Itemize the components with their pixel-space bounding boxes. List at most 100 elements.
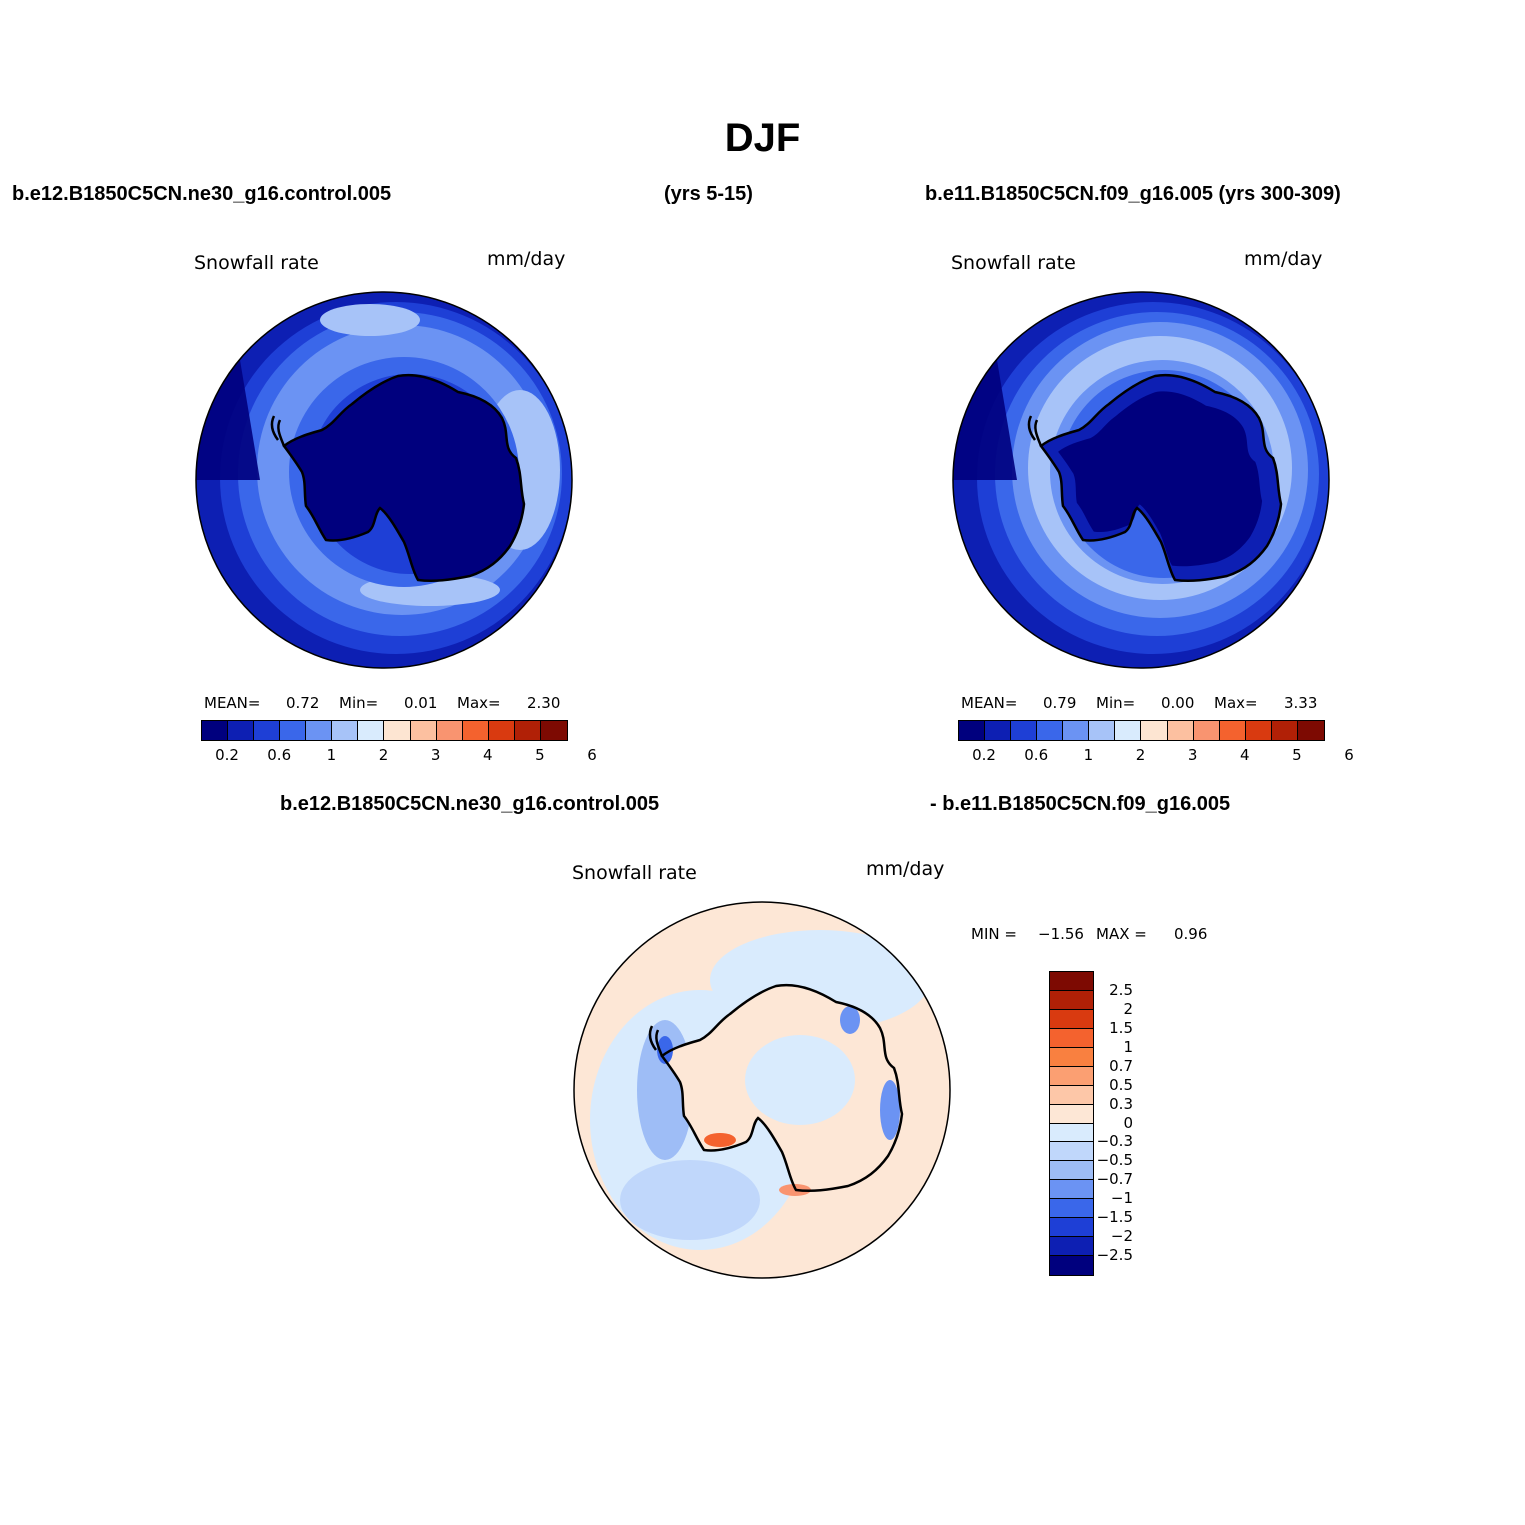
colorbar-swatch <box>1050 1104 1093 1124</box>
colorbar-tick-label: −1.5 <box>1096 1208 1133 1227</box>
colorbar-swatch <box>1219 721 1246 740</box>
colorbar-swatch <box>1050 1218 1093 1238</box>
colorbar-swatch <box>280 721 307 740</box>
left-mean-value: 0.72 <box>286 694 320 712</box>
colorbar-tick-label: 1 <box>1083 746 1094 764</box>
diff-units-label: mm/day <box>866 858 945 880</box>
right-units-label: mm/day <box>1244 248 1323 270</box>
colorbar-swatch <box>1050 1256 1093 1275</box>
colorbar-tick-label: 2 <box>1135 746 1146 764</box>
colorbar-tick-label: 0.2 <box>972 746 996 764</box>
diff-colorbar <box>1049 971 1094 1276</box>
colorbar-swatch <box>1050 1123 1093 1143</box>
colorbar-tick-label: 5 <box>1292 746 1302 764</box>
diff-min-value: −1.56 <box>1038 925 1084 943</box>
colorbar-tick-label: 1 <box>326 746 337 764</box>
colorbar-tick-label: 2.5 <box>1109 980 1133 999</box>
colorbar-swatch <box>959 721 986 740</box>
figure-title: DJF <box>724 116 801 160</box>
colorbar-swatch <box>1050 1028 1093 1048</box>
colorbar-swatch <box>1050 1047 1093 1067</box>
right-map <box>953 292 1329 668</box>
colorbar-swatch <box>254 721 281 740</box>
case1-years: (yrs 5-15) <box>664 183 753 205</box>
diff-min-label: MIN = <box>971 925 1017 943</box>
colorbar-swatch <box>1089 721 1116 740</box>
colorbar-swatch <box>488 721 515 740</box>
colorbar-swatch <box>1050 1009 1093 1029</box>
colorbar-tick-label: 0.6 <box>1024 746 1049 764</box>
colorbar-swatch <box>540 721 567 740</box>
colorbar-swatch <box>1063 721 1090 740</box>
colorbar-swatch <box>384 721 411 740</box>
colorbar-swatch <box>1050 1199 1093 1219</box>
colorbar-tick-label: 1 <box>1123 1037 1133 1056</box>
left-max-label: Max= <box>457 694 501 712</box>
colorbar-swatch <box>1167 721 1194 740</box>
colorbar-tick-label: 0.6 <box>267 746 292 764</box>
left-max-value: 2.30 <box>527 694 561 712</box>
left-map-border <box>195 291 573 669</box>
colorbar-tick-label: 0.3 <box>1109 1094 1133 1113</box>
diff-max-label: MAX = <box>1096 925 1147 943</box>
colorbar-swatch <box>228 721 255 740</box>
colorbar-swatch <box>1050 1161 1093 1181</box>
colorbar-swatch <box>1193 721 1220 740</box>
colorbar-tick-label: −0.5 <box>1096 1151 1133 1170</box>
right-max-value: 3.33 <box>1284 694 1318 712</box>
right-mean-label: MEAN= <box>961 694 1018 712</box>
right-mean-value: 0.79 <box>1043 694 1077 712</box>
colorbar-swatch <box>1050 972 1093 991</box>
colorbar-swatch <box>1050 1066 1093 1086</box>
colorbar-tick-label: 4 <box>483 746 493 764</box>
colorbar-swatch <box>332 721 359 740</box>
colorbar-swatch <box>1271 721 1298 740</box>
colorbar-tick-label: 0.2 <box>215 746 239 764</box>
left-units-label: mm/day <box>487 248 566 270</box>
colorbar-tick-label: 5 <box>535 746 545 764</box>
colorbar-tick-label: 4 <box>1240 746 1250 764</box>
colorbar-tick-label: 2 <box>378 746 389 764</box>
left-min-label: Min= <box>339 694 379 712</box>
colorbar-tick-label: 6 <box>587 746 597 764</box>
colorbar-tick-label: 1.5 <box>1109 1018 1133 1037</box>
colorbar-tick-label: 0 <box>1123 1113 1133 1132</box>
left-field-label: Snowfall rate <box>194 252 319 274</box>
colorbar-tick-label: 6 <box>1344 746 1354 764</box>
colorbar-swatch <box>1050 1180 1093 1200</box>
diff-max-value: 0.96 <box>1174 925 1208 943</box>
colorbar-tick-label: 2 <box>1123 999 1133 1018</box>
colorbar-tick-label: −2.5 <box>1096 1246 1133 1265</box>
left-min-value: 0.01 <box>404 694 438 712</box>
colorbar-swatch <box>436 721 463 740</box>
colorbar-tick-label: −1 <box>1110 1189 1133 1208</box>
left-map <box>196 292 572 668</box>
colorbar-swatch <box>202 721 229 740</box>
colorbar-swatch <box>462 721 489 740</box>
colorbar-tick-label: 0.5 <box>1109 1075 1133 1094</box>
diff-map <box>574 902 950 1278</box>
colorbar-tick-label: −0.7 <box>1096 1170 1133 1189</box>
right-colorbar <box>958 720 1325 741</box>
colorbar-tick-label: 3 <box>1187 746 1198 764</box>
colorbar-swatch <box>1050 1142 1093 1162</box>
colorbar-swatch <box>1011 721 1038 740</box>
colorbar-swatch <box>358 721 385 740</box>
diff-field-label: Snowfall rate <box>572 862 697 884</box>
left-colorbar <box>201 720 568 741</box>
colorbar-swatch <box>985 721 1012 740</box>
colorbar-swatch <box>1141 721 1168 740</box>
colorbar-swatch <box>1050 1237 1093 1257</box>
colorbar-swatch <box>1297 721 1324 740</box>
colorbar-tick-label: 0.7 <box>1109 1056 1133 1075</box>
colorbar-swatch <box>1037 721 1064 740</box>
colorbar-swatch <box>410 721 437 740</box>
diff-right-label: - b.e11.B1850C5CN.f09_g16.005 <box>930 793 1231 815</box>
colorbar-swatch <box>306 721 333 740</box>
case1-name: b.e12.B1850C5CN.ne30_g16.control.005 <box>12 183 392 205</box>
right-max-label: Max= <box>1214 694 1258 712</box>
case2-label: b.e11.B1850C5CN.f09_g16.005 (yrs 300-309… <box>925 183 1341 205</box>
right-field-label: Snowfall rate <box>951 252 1076 274</box>
colorbar-swatch <box>1245 721 1272 740</box>
